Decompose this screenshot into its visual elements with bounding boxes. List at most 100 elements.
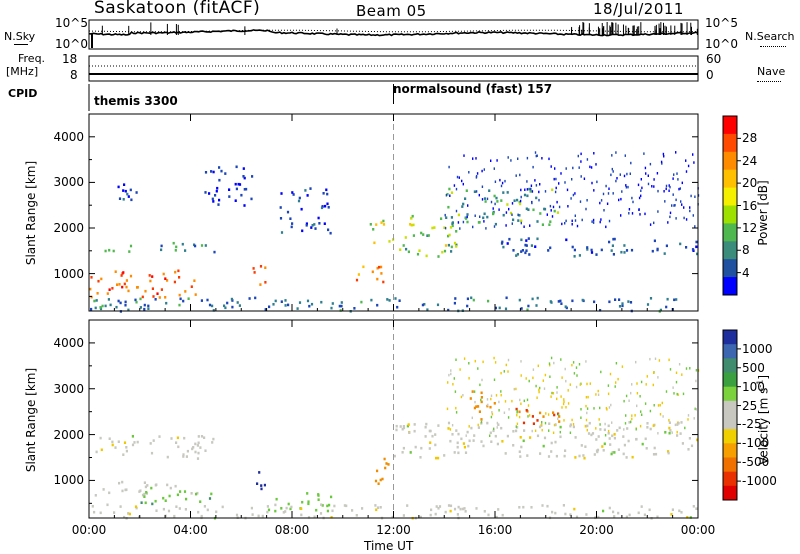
power-echoes-cell bbox=[100, 277, 103, 281]
velocity-echoes-cell bbox=[681, 442, 684, 445]
velocity-echoes-sparse bbox=[452, 383, 454, 386]
velocity-echoes-cell bbox=[613, 433, 616, 436]
velocity-colorbar-tick-label: 500 bbox=[742, 360, 765, 375]
velocity-echoes-sparse bbox=[556, 397, 558, 401]
velocity-echoes-cell bbox=[235, 513, 239, 517]
power-echoes-sparse bbox=[612, 170, 614, 173]
velocity-echoes-sparse bbox=[474, 359, 476, 363]
power-echoes-cell bbox=[184, 290, 187, 293]
velocity-echoes-cell bbox=[538, 425, 542, 429]
power-echoes-cell bbox=[218, 178, 221, 182]
power-echoes-sparse bbox=[507, 156, 509, 159]
date-title: 18/Jul/2011 bbox=[593, 0, 684, 18]
power-echoes-sparse bbox=[517, 157, 519, 160]
power-echoes-cell bbox=[178, 276, 181, 279]
power-echoes-cell bbox=[304, 189, 307, 192]
power-echoes-cell bbox=[564, 305, 567, 308]
power-echoes-sparse bbox=[532, 165, 534, 169]
power-echoes-cell bbox=[213, 250, 216, 254]
power-echoes-sparse bbox=[663, 190, 665, 193]
power-echoes-cell bbox=[653, 239, 656, 243]
velocity-echoes-cell bbox=[434, 512, 437, 516]
velocity-echoes-cell bbox=[376, 506, 380, 509]
velocity-echoes-cell bbox=[618, 426, 621, 430]
velocity-echoes-cell bbox=[128, 512, 131, 516]
power-echoes-cell bbox=[160, 288, 163, 291]
velocity-echoes-cell bbox=[574, 456, 577, 459]
power-echoes-cell bbox=[422, 233, 425, 236]
velocity-echoes-cell bbox=[152, 439, 155, 442]
velocity-echoes-sparse bbox=[482, 360, 484, 364]
power-echoes-sparse bbox=[534, 151, 537, 154]
velocity-echoes-cell bbox=[678, 509, 681, 513]
power-echoes-sparse bbox=[548, 157, 550, 161]
velocity-echoes-cell bbox=[435, 456, 438, 460]
power-echoes-sparse bbox=[621, 190, 623, 193]
power-echoes-cell bbox=[425, 254, 428, 258]
power-echoes-cell bbox=[447, 234, 450, 238]
power-echoes-cell bbox=[630, 248, 634, 252]
power-echoes-sparse bbox=[475, 175, 478, 178]
velocity-echoes-sparse bbox=[564, 367, 566, 371]
velocity-echoes-cell bbox=[108, 491, 111, 495]
power-echoes-sparse bbox=[475, 157, 477, 160]
velocity-echoes-sparse bbox=[597, 393, 600, 396]
velocity-echoes-sparse bbox=[451, 424, 454, 427]
power-echoes-cell bbox=[659, 308, 662, 312]
velocity-echoes-cell bbox=[553, 413, 556, 417]
power-echoes-cell bbox=[179, 297, 182, 301]
power-echoes-cell bbox=[526, 194, 529, 198]
power-colorbar-tick-label: 4 bbox=[742, 265, 750, 280]
power-echoes-sparse bbox=[556, 200, 558, 204]
power-echoes-cell bbox=[548, 223, 551, 226]
velocity-echoes-cell bbox=[542, 415, 545, 418]
power-echoes-cell bbox=[586, 246, 589, 249]
power-echoes-cell bbox=[573, 255, 576, 258]
nave-tick-low: 0 bbox=[706, 68, 714, 82]
power-echoes-sparse bbox=[472, 225, 474, 229]
power-echoes-cell bbox=[520, 307, 523, 310]
power-echoes-cell bbox=[665, 305, 668, 309]
velocity-echoes-sparse bbox=[491, 412, 494, 416]
velocity-echoes-cell bbox=[437, 424, 440, 427]
power-echoes-sparse bbox=[505, 211, 508, 214]
velocity-echoes-sparse bbox=[450, 372, 452, 376]
power-echoes-sparse bbox=[472, 157, 474, 160]
velocity-echoes-cell bbox=[150, 451, 154, 455]
power-echoes-sparse bbox=[660, 160, 663, 164]
power-echoes-cell bbox=[525, 249, 528, 252]
power-echoes-cell bbox=[284, 304, 287, 307]
velocity-echoes-cell bbox=[274, 503, 277, 507]
power-echoes-cell bbox=[116, 283, 119, 286]
velocity-echoes-cell bbox=[616, 429, 619, 432]
velocity-echoes-cell bbox=[464, 451, 468, 454]
power-echoes-sparse bbox=[618, 198, 620, 202]
power-echoes-cell bbox=[117, 299, 120, 303]
velocity-echoes-cell bbox=[211, 441, 214, 444]
power-echoes-cell bbox=[382, 219, 385, 223]
velocity-echoes-cell bbox=[287, 502, 290, 506]
power-echoes-sparse bbox=[570, 197, 572, 200]
velocity-colorbar-tick-label: 1000 bbox=[742, 341, 773, 356]
velocity-echoes-cell bbox=[123, 441, 127, 444]
velocity-echoes-sparse bbox=[641, 413, 643, 416]
power-echoes-cell bbox=[608, 300, 611, 304]
power-echoes-cell bbox=[204, 171, 208, 174]
velocity-colorbar-swatch bbox=[723, 372, 737, 388]
power-echoes-cell bbox=[107, 298, 110, 301]
power-echoes-cell bbox=[443, 249, 447, 253]
velocity-echoes-cell bbox=[462, 442, 465, 445]
power-echoes-cell bbox=[426, 234, 429, 237]
velocity-echoes-sparse bbox=[507, 370, 509, 373]
velocity-echoes-cell bbox=[266, 505, 269, 508]
power-echoes-sparse bbox=[564, 222, 566, 225]
power-echoes-cell bbox=[427, 234, 430, 237]
velocity-echoes-cell bbox=[150, 486, 153, 490]
power-echoes-cell bbox=[119, 301, 122, 305]
power-echoes-cell bbox=[473, 190, 476, 193]
nsearch-label: N.Search bbox=[745, 30, 795, 43]
power-echoes-sparse bbox=[640, 178, 642, 181]
power-echoes-sparse bbox=[631, 196, 633, 200]
power-echoes-cell bbox=[309, 187, 312, 190]
power-echoes-cell bbox=[292, 193, 295, 196]
